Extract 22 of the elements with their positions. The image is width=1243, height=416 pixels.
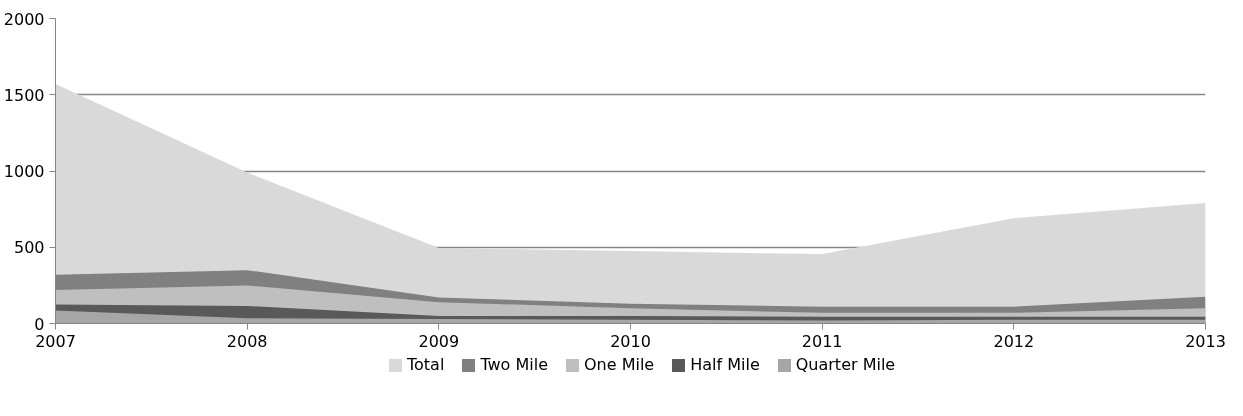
legend-label: One Mile <box>584 354 655 376</box>
legend-item: Quarter Mile <box>777 354 896 377</box>
x-tick-label: 2013 <box>1185 331 1226 351</box>
x-tick-label: 2007 <box>35 331 76 351</box>
x-tick-label: 2009 <box>418 331 460 351</box>
legend-label: Total <box>407 354 445 376</box>
y-tick-label: 1500 <box>3 85 45 105</box>
legend-label: Quarter Mile <box>795 354 896 376</box>
legend-item: Total <box>389 354 445 377</box>
x-tick-label: 2010 <box>610 331 651 351</box>
legend-item: One Mile <box>566 354 655 377</box>
y-tick-label: 0 <box>34 314 45 334</box>
x-tick-label: 2011 <box>801 331 843 351</box>
legend-label: Half Mile <box>690 354 760 376</box>
y-tick-label: 500 <box>13 238 45 258</box>
x-tick-label: 2008 <box>226 331 268 351</box>
y-tick-label: 1000 <box>3 162 45 181</box>
x-tick-label: 2012 <box>993 331 1035 351</box>
legend-item: Two Mile <box>462 354 548 377</box>
y-tick-label: 2000 <box>3 9 45 29</box>
legend-item: Half Mile <box>672 354 760 377</box>
legend-label: Two Mile <box>480 354 548 376</box>
